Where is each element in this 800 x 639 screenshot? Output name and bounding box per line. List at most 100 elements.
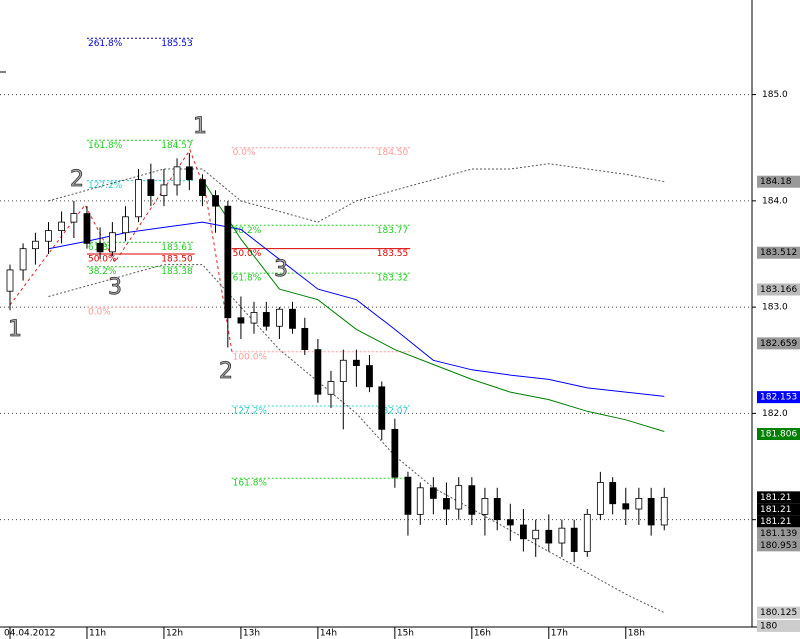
price-box bbox=[757, 391, 800, 404]
price-box-label: 180.125 bbox=[760, 608, 797, 618]
wave-label: 3 bbox=[108, 275, 122, 300]
x-tick-label: 04.04.2012 bbox=[4, 629, 56, 639]
candle-body bbox=[596, 482, 604, 515]
fib-price: 184.57 bbox=[161, 141, 193, 151]
fib-price: 183.61 bbox=[161, 243, 193, 253]
price-box bbox=[757, 503, 800, 516]
candle-body bbox=[635, 498, 643, 510]
price-box-label: 182.153 bbox=[760, 393, 797, 403]
price-box bbox=[757, 283, 800, 296]
candle-body bbox=[455, 485, 463, 510]
price-box bbox=[757, 606, 800, 619]
price-box-label: 183.512 bbox=[760, 248, 797, 258]
price-box bbox=[757, 175, 800, 188]
fib-price: 183.38 bbox=[161, 267, 193, 277]
price-box bbox=[757, 619, 800, 632]
fib-pct: 50.0% bbox=[88, 254, 117, 264]
fib-pct: 61.8% bbox=[233, 274, 262, 284]
candle-body bbox=[519, 524, 527, 540]
candle-body bbox=[468, 485, 476, 515]
wave-label: 2 bbox=[70, 167, 84, 192]
x-tick-label: 18h bbox=[628, 629, 645, 639]
price-box-label: 180 bbox=[760, 621, 777, 631]
candle-body bbox=[366, 365, 373, 388]
candle-body bbox=[276, 308, 283, 327]
fib-price: 183.32 bbox=[377, 274, 409, 284]
candle-body bbox=[429, 487, 437, 499]
fib-price: 183.50 bbox=[161, 254, 193, 264]
candle-body bbox=[122, 216, 129, 234]
moving-average bbox=[48, 221, 665, 397]
wave-label: 1 bbox=[193, 114, 207, 139]
candle-body bbox=[19, 248, 27, 271]
x-tick-label: 12h bbox=[166, 629, 183, 639]
fib-pct: 38.2% bbox=[233, 226, 262, 236]
fib-pct: 127.2% bbox=[233, 406, 268, 416]
x-tick-label: 15h bbox=[397, 629, 414, 639]
fib-price: 183.77 bbox=[377, 226, 409, 236]
candle-body bbox=[545, 529, 553, 544]
price-box-label: 184.18 bbox=[760, 177, 792, 187]
fib-pct: 38.2% bbox=[88, 267, 117, 277]
candle-body bbox=[58, 221, 65, 232]
candle-body bbox=[647, 498, 655, 526]
wave-label: 3 bbox=[274, 257, 288, 282]
candle-body bbox=[45, 230, 52, 242]
candle-body bbox=[443, 498, 450, 510]
candle-body bbox=[70, 213, 78, 223]
price-box-label: 182.659 bbox=[760, 339, 797, 349]
wave-label: 2 bbox=[219, 359, 233, 384]
fib-pct: 100.0% bbox=[233, 352, 268, 362]
candle-body bbox=[185, 166, 193, 180]
fib-price: 185.53 bbox=[161, 39, 193, 49]
price-box bbox=[757, 491, 800, 504]
candle-body bbox=[301, 327, 309, 351]
candle-body bbox=[32, 240, 39, 250]
y-tick-label: 182.0 bbox=[762, 409, 788, 419]
x-tick-label: 13h bbox=[243, 629, 260, 639]
candle-body bbox=[339, 359, 347, 382]
candle-body bbox=[609, 482, 617, 505]
candle-body bbox=[378, 386, 386, 430]
candle-body bbox=[391, 428, 399, 478]
fib-price: 183.55 bbox=[377, 249, 409, 259]
price-box-label: 181.806 bbox=[760, 430, 797, 440]
candle-body bbox=[224, 205, 232, 319]
candle-body bbox=[314, 349, 322, 395]
band-line bbox=[48, 264, 665, 614]
x-tick-label: 16h bbox=[474, 629, 491, 639]
x-tick-label: 11h bbox=[89, 629, 106, 639]
candle-body bbox=[262, 312, 270, 327]
fib-pct: 0.0% bbox=[88, 308, 111, 318]
candle-body bbox=[493, 498, 501, 521]
candle-body bbox=[83, 213, 91, 244]
candle-body bbox=[327, 381, 335, 395]
x-tick-label: 17h bbox=[551, 629, 568, 639]
candle-body bbox=[199, 179, 206, 196]
fib-pct: 261.8% bbox=[88, 39, 123, 49]
price-box-label: 181.21 bbox=[760, 493, 792, 503]
moving-average bbox=[201, 179, 665, 432]
candle-body bbox=[506, 519, 514, 526]
candle-body bbox=[570, 527, 578, 552]
wave-label: 1 bbox=[8, 317, 22, 342]
candle-body bbox=[660, 496, 668, 526]
candle-body bbox=[147, 179, 155, 196]
price-box-label: 181.21 bbox=[760, 505, 792, 515]
fib-price: 184.50 bbox=[377, 148, 409, 158]
price-box bbox=[757, 337, 800, 350]
candle-body bbox=[532, 529, 540, 540]
y-tick-label: 185.0 bbox=[762, 90, 788, 100]
candle-body bbox=[250, 312, 258, 324]
price-box-label: 181.21 bbox=[760, 517, 792, 527]
candle-body bbox=[583, 513, 591, 552]
price-box-label: 181.139 bbox=[760, 529, 797, 539]
price-box-label: 183.166 bbox=[760, 285, 797, 295]
x-tick-label: 14h bbox=[320, 629, 337, 639]
price-box bbox=[757, 527, 800, 540]
fib-pct: 161.8% bbox=[88, 141, 123, 151]
fib-pct: 50.0% bbox=[233, 249, 262, 259]
band-line bbox=[48, 163, 665, 223]
price-box-label: 180.953 bbox=[760, 541, 797, 551]
